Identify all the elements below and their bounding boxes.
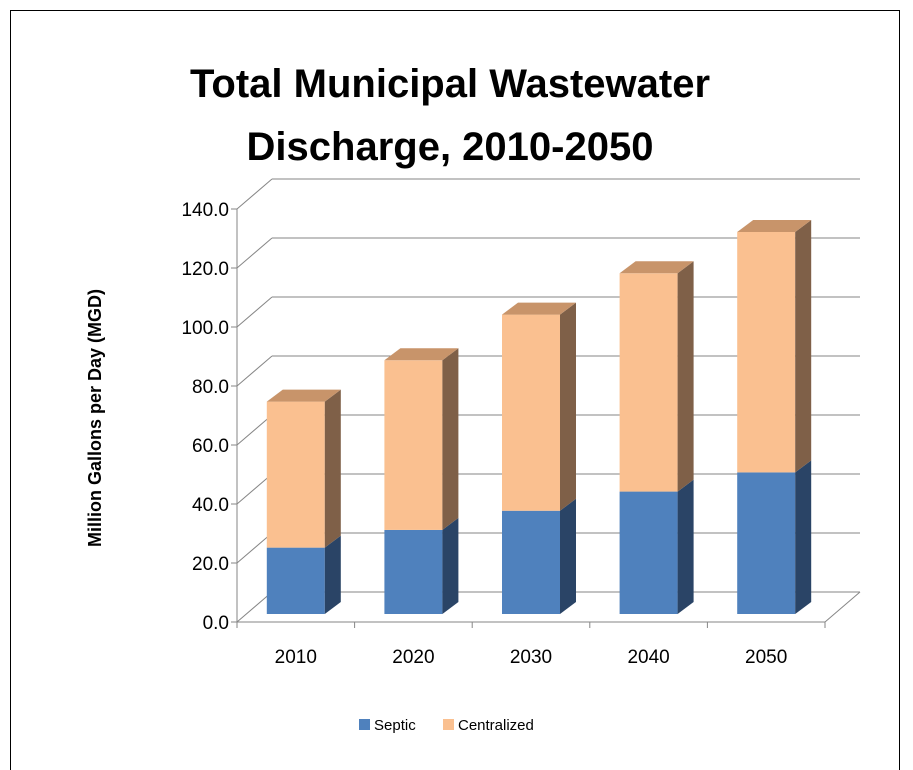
bar-septic (266, 547, 325, 614)
y-tick-label: 120.0 (181, 259, 229, 280)
bar-septic-side (324, 535, 341, 614)
chart-title-line-2: Discharge, 2010-2050 (247, 125, 654, 169)
x-tick-label: 2030 (510, 647, 552, 668)
bar-centralized (502, 314, 560, 511)
bar-centralized-side (560, 302, 576, 511)
y-tick-label: 60.0 (192, 436, 229, 457)
gridline-side (236, 414, 273, 446)
y-tick-label: 100.0 (181, 318, 229, 339)
y-tick-labels: 0.0 20.0 40.0 60.0 80.0 100.0 120.0 140.0 (181, 200, 229, 634)
bar-septic-side (560, 498, 576, 614)
y-tick-label: 80.0 (192, 377, 229, 398)
bar-stack (502, 302, 576, 614)
bar-septic (737, 472, 796, 614)
bar-stack (266, 389, 341, 614)
y-tick-label: 140.0 (181, 200, 229, 221)
bar-top (266, 389, 341, 402)
x-tick-labels: 2010 2020 2030 2040 2050 (275, 647, 788, 668)
y-axis-label: Million Gallons per Day (MGD) (85, 289, 105, 547)
legend-swatch-centralized (443, 719, 454, 730)
bar-stack (384, 348, 459, 614)
legend-label-septic: Septic (374, 717, 416, 734)
bar-centralized (737, 231, 796, 473)
chart-title-line-1: Total Municipal Wastewater (190, 62, 710, 106)
bar-stack (619, 261, 694, 614)
legend: Septic Centralized (359, 717, 534, 734)
gridline-side (236, 591, 273, 623)
y-tick-label: 0.0 (203, 613, 229, 634)
legend-label-centralized: Centralized (458, 717, 534, 734)
bars (266, 219, 812, 614)
gridline-side (236, 178, 273, 210)
legend-swatch-septic (359, 719, 370, 730)
gridline-side (236, 473, 273, 505)
bar-top (384, 348, 459, 361)
bar-septic (384, 529, 443, 614)
bar-top (502, 302, 576, 315)
bar-septic (502, 510, 560, 614)
bar-stack (737, 219, 812, 614)
bar-top (619, 261, 694, 274)
chart-frame (10, 10, 900, 770)
y-tick-label: 20.0 (192, 554, 229, 575)
bar-centralized (619, 273, 678, 492)
bar-centralized (384, 360, 443, 530)
bar-centralized-side (677, 261, 694, 492)
bar-centralized-side (442, 348, 459, 530)
x-tick-label: 2050 (745, 647, 787, 668)
x-tick-label: 2010 (275, 647, 317, 668)
y-tick-label: 40.0 (192, 495, 229, 516)
x-tick-label: 2040 (627, 647, 669, 668)
gridline-side (236, 296, 273, 328)
gridline-side (236, 355, 273, 387)
floor-edge-right (824, 591, 861, 623)
bar-septic-side (795, 460, 812, 614)
bar-septic (619, 491, 678, 614)
axes (231, 208, 861, 628)
bar-centralized-side (324, 389, 341, 548)
bar-centralized (266, 401, 325, 548)
bar-top (737, 219, 812, 232)
x-tick-label: 2020 (392, 647, 434, 668)
gridline-side (236, 532, 273, 564)
bar-septic-side (442, 517, 459, 614)
bar-septic-side (677, 479, 694, 614)
gridline-side (236, 237, 273, 269)
bar-centralized-side (795, 219, 812, 473)
